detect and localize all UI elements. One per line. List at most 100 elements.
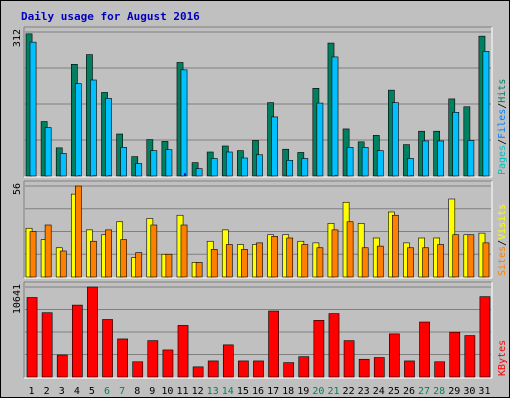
- bar-kbytes-day-15: [238, 360, 249, 378]
- bar-sites-day-21: [331, 229, 339, 278]
- day-label-16: 16: [252, 386, 264, 397]
- panel-visits-sites: 56 Sites/Visits: [12, 180, 508, 279]
- series-legend-label: Pages/Files/Hits: [497, 79, 508, 175]
- bar-kbytes-day-6: [102, 319, 113, 378]
- scale-label: 56: [12, 183, 23, 195]
- bar-files-day-30: [467, 140, 475, 177]
- bar-sites-day-15: [241, 249, 248, 278]
- bar-files-day-17: [271, 116, 278, 177]
- chart-title: Daily usage for August 2016: [21, 10, 200, 23]
- bar-sites-day-24: [376, 245, 384, 278]
- bar-kbytes-day-22: [343, 340, 355, 378]
- bar-files-day-22: [346, 147, 354, 177]
- bar-kbytes-day-18: [283, 362, 295, 378]
- bar-files-day-7: [120, 147, 127, 177]
- bar-sites-day-12: [195, 262, 203, 278]
- day-label-5: 5: [89, 386, 95, 397]
- bar-files-day-16: [256, 154, 263, 177]
- bar-kbytes-day-9: [147, 340, 159, 378]
- bar-pages-day-26: [410, 175, 413, 176]
- bar-files-day-23: [361, 147, 369, 177]
- day-label-2: 2: [44, 386, 50, 397]
- series-legend-label: KBytes: [497, 340, 508, 376]
- bar-files-day-11: [180, 69, 188, 177]
- bar-kbytes-day-26: [404, 360, 415, 378]
- bar-kbytes-day-29: [449, 331, 461, 378]
- bar-kbytes-day-3: [56, 354, 68, 378]
- bar-files-day-14: [225, 151, 233, 177]
- bar-sites-day-13: [210, 249, 218, 278]
- day-label-7: 7: [119, 386, 125, 397]
- bar-sites-day-17: [271, 236, 278, 278]
- day-label-29: 29: [448, 386, 460, 397]
- bar-kbytes-day-11: [177, 325, 189, 378]
- legend-part: Hits: [497, 79, 508, 103]
- bar-kbytes-day-20: [313, 320, 325, 378]
- bar-kbytes-day-31: [479, 296, 491, 378]
- bar-sites-day-27: [422, 247, 429, 278]
- bar-files-day-28: [437, 140, 445, 177]
- bar-kbytes-day-4: [71, 304, 83, 378]
- day-label-9: 9: [149, 386, 155, 397]
- bar-kbytes-day-14: [222, 344, 234, 378]
- day-label-25: 25: [388, 386, 400, 397]
- day-label-30: 30: [463, 386, 475, 397]
- bar-files-day-5: [90, 79, 97, 177]
- legend-part: /: [497, 240, 508, 246]
- bar-files-day-27: [422, 140, 429, 177]
- bar-sites-day-29: [452, 234, 460, 278]
- bar-kbytes-day-7: [117, 338, 128, 378]
- day-label-23: 23: [358, 386, 370, 397]
- bar-sites-day-23: [361, 247, 369, 278]
- bar-files-day-15: [241, 157, 248, 177]
- day-label-21: 21: [327, 386, 339, 397]
- legend-part: Sites: [497, 246, 508, 276]
- bar-sites-day-18: [286, 237, 294, 278]
- legend-part: Visits: [497, 204, 508, 240]
- bar-sites-day-16: [256, 242, 263, 278]
- bar-files-day-18: [286, 160, 294, 177]
- day-label-8: 8: [134, 386, 140, 397]
- bar-sites-day-30: [467, 234, 475, 278]
- bar-sites-day-8: [135, 252, 143, 278]
- bar-kbytes-day-5: [87, 286, 98, 378]
- bar-kbytes-day-17: [268, 310, 279, 378]
- bar-files-day-21: [331, 56, 339, 177]
- bar-kbytes-day-23: [358, 358, 370, 378]
- bar-pages-day-5: [93, 175, 96, 176]
- day-label-26: 26: [403, 386, 415, 397]
- bar-kbytes-day-28: [434, 361, 446, 378]
- bar-kbytes-day-25: [389, 333, 400, 378]
- bar-files-day-6: [105, 98, 112, 177]
- x-axis-day-labels: 1 2 3 4 5 6 7 8 9 10 11 12 13 14 15 16 17 18 19 20 21 22 23 24 2…: [29, 386, 491, 397]
- day-label-27: 27: [418, 386, 430, 397]
- bar-sites-day-20: [316, 247, 324, 278]
- panel-kbytes: 10641 KBytes: [12, 281, 508, 379]
- day-label-20: 20: [312, 386, 324, 397]
- chart-panels: 312Pages/Files/Hits56Sites/Visits10641KB…: [12, 26, 508, 379]
- bar-sites-day-14: [225, 244, 233, 278]
- bar-kbytes-day-10: [162, 349, 174, 378]
- legend-part: /: [497, 139, 508, 145]
- bar-kbytes-day-1: [26, 297, 38, 378]
- legend-part: KBytes: [497, 340, 508, 376]
- bar-kbytes-day-13: [207, 360, 219, 378]
- day-label-12: 12: [192, 386, 204, 397]
- bar-files-day-26: [407, 158, 414, 177]
- bar-kbytes-day-30: [464, 335, 476, 378]
- bar-pages-day-6: [108, 175, 111, 176]
- bar-files-day-3: [59, 153, 67, 177]
- bar-files-day-2: [44, 127, 52, 177]
- scale-label: 10641: [12, 284, 23, 314]
- bar-sites-day-31: [482, 242, 490, 278]
- bar-sites-day-9: [150, 224, 158, 278]
- bar-files-day-12: [195, 168, 203, 177]
- bar-files-day-31: [482, 51, 490, 177]
- bar-kbytes-day-16: [253, 360, 264, 378]
- bar-files-day-8: [135, 163, 143, 177]
- day-label-11: 11: [176, 386, 188, 397]
- legend-part: Files: [497, 109, 508, 139]
- day-label-22: 22: [343, 386, 355, 397]
- bar-sites-day-6: [105, 229, 112, 278]
